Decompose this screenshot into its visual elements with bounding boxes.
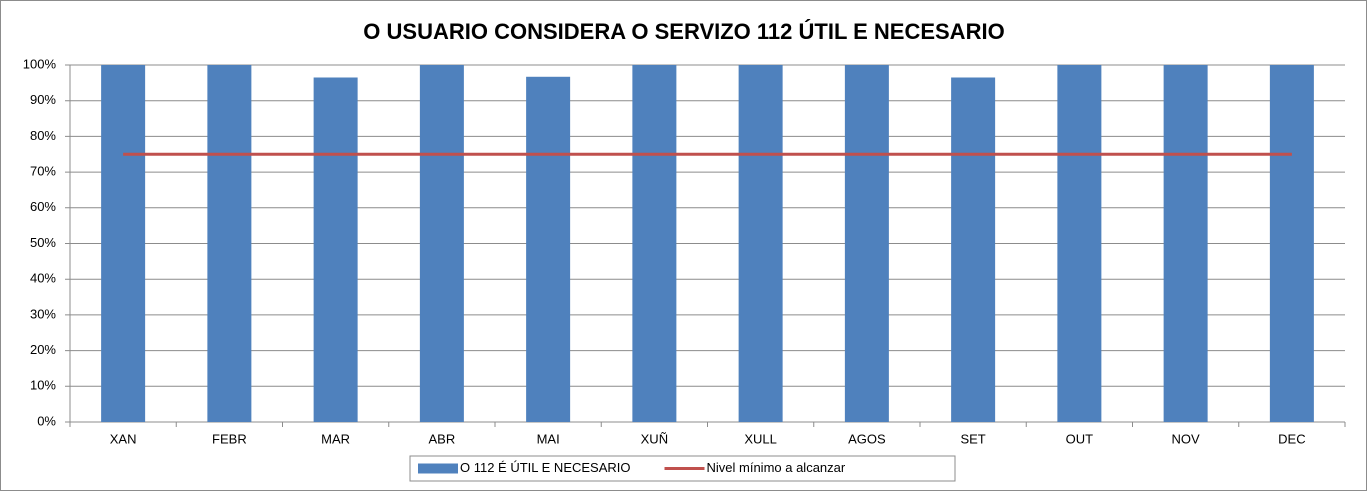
x-tick-label: NOV — [1172, 431, 1201, 446]
x-tick-label: FEBR — [212, 431, 247, 446]
chart-title: O USUARIO CONSIDERA O SERVIZO 112 ÚTIL E… — [363, 19, 1004, 44]
legend-label: O 112 É ÚTIL E NECESARIO — [460, 460, 631, 475]
y-tick-label: 70% — [30, 164, 56, 179]
y-tick-label: 90% — [30, 92, 56, 107]
legend-swatch — [418, 463, 458, 474]
y-tick-label: 0% — [37, 413, 56, 428]
bar — [1163, 65, 1208, 422]
bar — [632, 65, 677, 422]
x-tick-label: MAI — [537, 431, 560, 446]
x-tick-label: MAR — [321, 431, 350, 446]
y-tick-label: 100% — [23, 56, 57, 71]
x-tick-label: AGOS — [848, 431, 886, 446]
bar — [526, 76, 571, 422]
bar — [101, 65, 146, 422]
y-tick-label: 60% — [30, 199, 56, 214]
bar — [1057, 65, 1102, 422]
x-tick-label: OUT — [1066, 431, 1094, 446]
bar — [313, 77, 358, 423]
bar — [207, 65, 252, 422]
y-tick-label: 40% — [30, 271, 56, 286]
y-tick-label: 80% — [30, 128, 56, 143]
x-tick-label: ABR — [429, 431, 456, 446]
x-tick-label: SET — [960, 431, 985, 446]
y-tick-label: 20% — [30, 342, 56, 357]
bar — [951, 77, 996, 423]
bar — [738, 65, 783, 422]
x-tick-label: XAN — [110, 431, 137, 446]
y-tick-label: 50% — [30, 235, 56, 250]
bar — [1269, 65, 1314, 422]
legend-label: Nivel mínimo a alcanzar — [707, 460, 846, 475]
bar — [844, 65, 889, 422]
y-tick-label: 30% — [30, 306, 56, 321]
bar — [419, 65, 464, 422]
x-tick-label: XULL — [744, 431, 777, 446]
y-tick-label: 10% — [30, 378, 56, 393]
x-tick-label: XUÑ — [641, 431, 668, 446]
x-tick-label: DEC — [1278, 431, 1305, 446]
